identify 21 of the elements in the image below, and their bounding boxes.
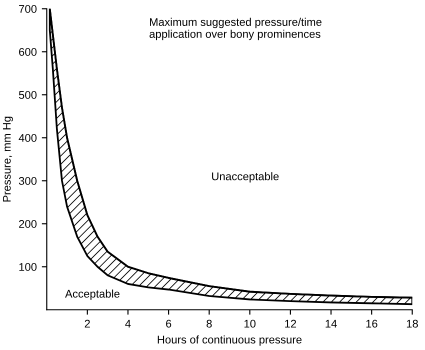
x-tick-label: 8 <box>206 320 212 328</box>
x-tick-label: 16 <box>366 320 378 328</box>
x-tick-label: 10 <box>244 320 256 328</box>
x-axis-title: Hours of continuous pressure <box>158 335 302 346</box>
x-tick-label: 14 <box>326 320 337 328</box>
annotation: Acceptable <box>65 290 120 300</box>
x-tick-label: 4 <box>125 320 131 328</box>
y-tick-label: 500 <box>18 91 37 99</box>
annotation: Maximum suggested pressure/time application over bony prominences <box>150 18 322 40</box>
x-tick-label: 6 <box>166 320 172 328</box>
x-tick-label: 2 <box>84 320 90 328</box>
y-tick-label: 100 <box>19 263 37 271</box>
y-tick-label: 600 <box>19 48 37 56</box>
x-tick-label: 12 <box>285 320 296 328</box>
y-tick-label: 400 <box>18 134 37 142</box>
annotation: Unacceptable <box>212 172 279 182</box>
y-axis-title: Pressure, mm Hg <box>2 116 13 202</box>
y-tick-label: 200 <box>19 220 37 228</box>
x-tick-label: 18 <box>406 320 418 328</box>
y-tick-label: 300 <box>18 177 37 185</box>
y-tick-label: 700 <box>19 5 37 13</box>
